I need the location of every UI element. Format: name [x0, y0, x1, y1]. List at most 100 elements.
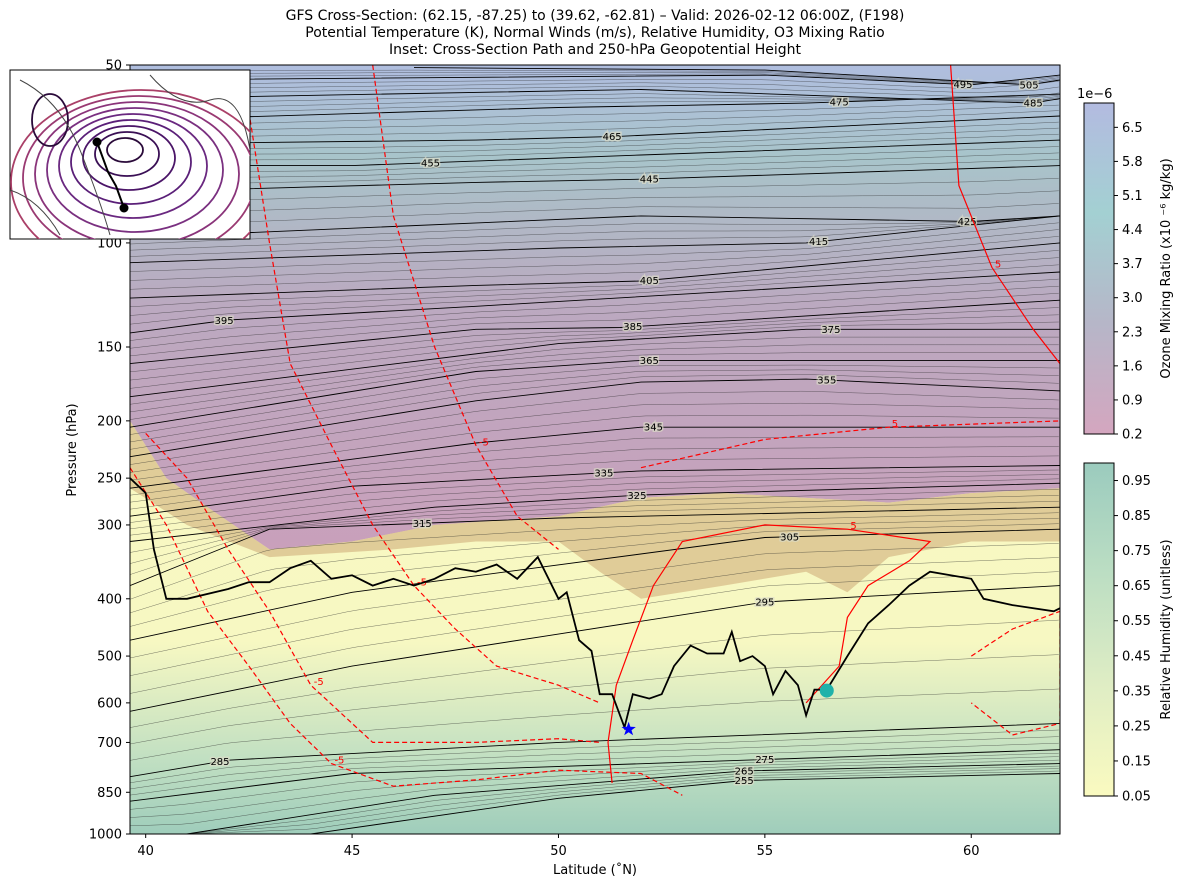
y-tick-label: 150	[97, 341, 122, 356]
isentrope-label: 305	[780, 532, 799, 543]
isentrope-minor-line	[130, 285, 1059, 349]
wind-contour-label: 5	[892, 419, 898, 430]
geopotential-contour	[94, 131, 160, 177]
isentrope-minor-line	[130, 79, 1059, 89]
colorbar-tick-label: 0.65	[1122, 579, 1151, 594]
isentrope-minor-line	[130, 127, 1059, 156]
geopotential-contour	[46, 107, 224, 233]
isentrope-minor-line	[130, 770, 1059, 834]
isentrope-minor-line	[130, 752, 1059, 810]
isentrope-line	[130, 528, 1060, 641]
colorbar-tick-label: 4.4	[1122, 223, 1143, 238]
y-tick-label: 400	[97, 592, 122, 607]
isentrope-minor-line	[130, 364, 1059, 435]
isentrope-minor-line	[130, 501, 1059, 575]
isentrope-minor-line	[130, 278, 1059, 341]
isentrope-minor-line	[130, 85, 1059, 98]
x-tick-label: 45	[344, 844, 361, 859]
colorbar-tick-label: 5.8	[1122, 155, 1143, 170]
chart-title-line1: GFS Cross-Section: (62.15, -87.25) to (3…	[285, 8, 905, 24]
ozone-shading	[130, 65, 1060, 550]
isentrope-minor-line	[130, 222, 1059, 272]
x-axis-label: Latitude (˚N)	[553, 862, 637, 878]
isentrope-minor-line	[130, 495, 1059, 564]
isentrope-minor-line	[130, 446, 1059, 503]
isentrope-minor-line	[130, 512, 1059, 600]
colorbar-tick-label: 0.25	[1122, 719, 1151, 734]
y-tick-label: 300	[97, 518, 122, 533]
y-tick-label: 500	[97, 650, 122, 665]
isentrope-label: 345	[644, 423, 663, 434]
colorbar-tick-label: 0.15	[1122, 754, 1151, 769]
inset-map	[9, 69, 251, 240]
isentrope-minor-line	[130, 215, 1059, 257]
path-end-dot	[119, 203, 129, 213]
isentrope-label: 275	[755, 755, 774, 766]
isentrope-label: 315	[413, 519, 432, 530]
colorbar-tick-label: 3.0	[1122, 291, 1143, 306]
isentrope-minor-line	[130, 414, 1059, 481]
colorbar-tick-label: 2.3	[1122, 325, 1143, 340]
colorbar-label: Relative Humidity (unitless)	[1159, 539, 1174, 719]
isentrope-line	[310, 773, 1060, 834]
isentrope-line	[130, 465, 1060, 517]
start-star-marker	[621, 721, 636, 736]
colorbar-tick-label: 0.75	[1122, 544, 1151, 559]
isentrope-label: 325	[627, 491, 646, 502]
isentrope-minor-line	[130, 489, 1059, 553]
geopotential-contour	[58, 113, 208, 219]
colorbar-tick-label: 6.5	[1122, 121, 1143, 136]
isentrope-minor-line	[130, 523, 1059, 627]
isentrope-minor-line	[130, 455, 1059, 510]
isentrope-minor-line	[130, 146, 1059, 173]
isentrope-line	[130, 359, 1060, 428]
isentrope-label: 485	[1024, 99, 1043, 110]
y-axis-label: Pressure (hPa)	[65, 403, 80, 496]
plot-frame	[129, 64, 1061, 835]
isentrope-minor-line	[130, 110, 1059, 139]
path-start-dot	[92, 137, 102, 147]
isentrope-minor-line	[130, 236, 1059, 290]
x-tick-label: 50	[550, 844, 567, 859]
isentrope-label: 465	[603, 132, 622, 143]
geopotential-contour	[31, 93, 69, 147]
y-tick-label: 850	[97, 786, 122, 801]
isentrope-label: 295	[755, 597, 774, 608]
isentrope-line	[130, 585, 1060, 712]
isentrope-minor-line	[130, 517, 1059, 614]
isentrope-label: 385	[623, 322, 642, 333]
colorbar-tick-label: 3.7	[1122, 257, 1143, 272]
isentrope-minor-line	[130, 571, 1059, 694]
isentrope-minor-line	[130, 152, 1059, 180]
wind-contour-label: 5	[995, 259, 1001, 270]
isentrope-line	[130, 215, 1060, 264]
wind-contour	[607, 524, 932, 784]
wind-contour	[950, 65, 1060, 364]
isentrope-label: 285	[210, 757, 229, 768]
coastline	[10, 74, 250, 236]
y-tick-label: 1000	[89, 828, 122, 843]
colorbar-tick-label: 0.35	[1122, 684, 1151, 699]
isentrope-minor-line	[130, 344, 1059, 413]
isentrope-minor-line	[130, 543, 1059, 659]
isentrope-minor-line	[130, 336, 1059, 405]
y-tick-label: 250	[97, 472, 122, 487]
isentrope-line	[130, 93, 1060, 121]
wind-contour-label: -5	[479, 437, 489, 448]
isentrope-minor-line	[130, 264, 1059, 325]
isentrope-line	[130, 242, 1060, 299]
isentrope-minor-line	[130, 190, 1059, 216]
isentrope-label: 375	[821, 325, 840, 336]
geopotential-contour	[10, 89, 250, 239]
isentrope-minor-line	[130, 257, 1059, 316]
isentrope-minor-line	[130, 654, 1059, 745]
tropopause-line	[130, 477, 1060, 731]
isentrope-minor-line	[130, 104, 1059, 133]
isentrope-minor-line	[130, 768, 1059, 834]
wind-contour	[145, 432, 600, 743]
wind-contour	[970, 610, 1060, 736]
isentrope-minor-line	[130, 215, 1059, 251]
colorbar-tick-label: 0.9	[1122, 393, 1143, 408]
isentrope-minor-line	[130, 436, 1059, 496]
isentrope-line	[130, 74, 1060, 86]
